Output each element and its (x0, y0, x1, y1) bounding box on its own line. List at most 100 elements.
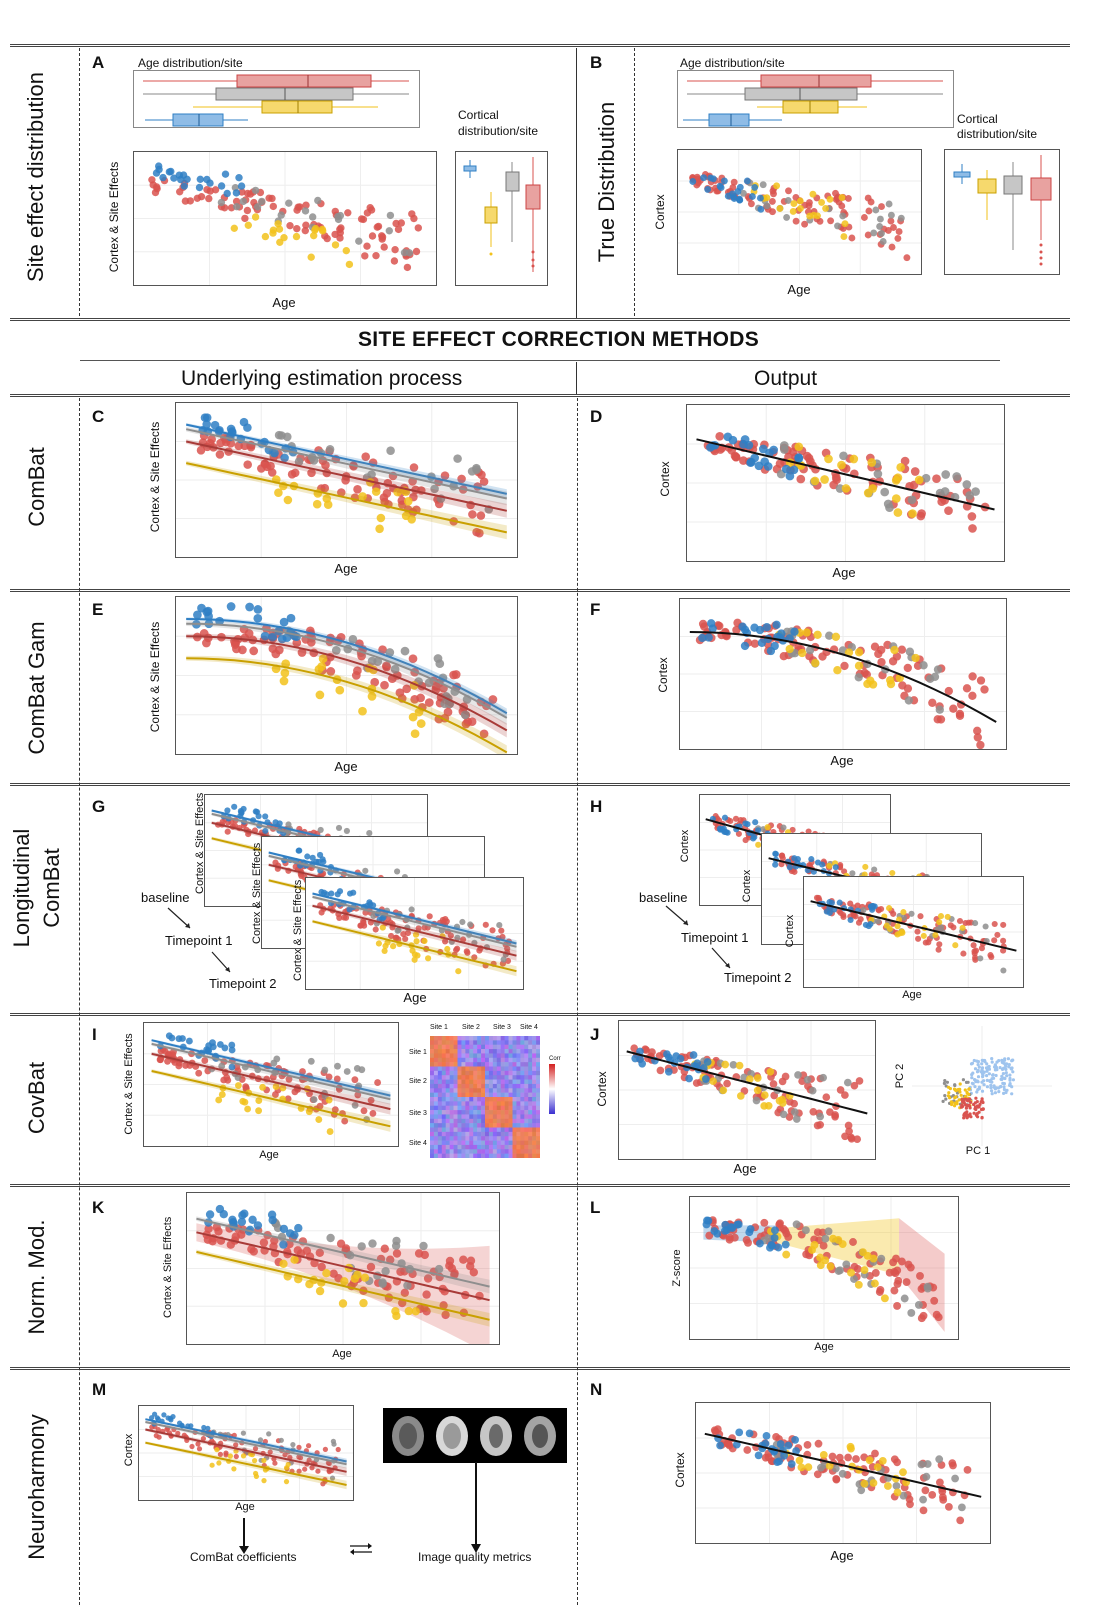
heatmap-legend (549, 1064, 555, 1114)
y-axis-label-m: Cortex (123, 1433, 135, 1467)
y-axis-label-a: Cortex & Site Effects (107, 161, 121, 273)
site2-col-label: Site 2 (462, 1024, 480, 1031)
row-label-longitudinal-combat: ComBat (39, 848, 64, 928)
y-axis-label-k: Cortex & Site Effects (162, 1216, 174, 1318)
pc2-label: PC 2 (894, 1063, 906, 1089)
column-divider (576, 362, 577, 394)
panel-letter-g: G (92, 797, 106, 816)
panel-letter-e: E (92, 600, 104, 619)
panel-letter-d: D (590, 407, 603, 426)
panel-letter-l: L (590, 1198, 601, 1217)
row-divider (10, 394, 1070, 397)
row-label-true-distribution: True Distribution (594, 101, 619, 263)
y-axis-label-h1: Cortex (679, 829, 691, 863)
scatter-plot-e (175, 596, 518, 760)
scatter-plot-n (695, 1402, 991, 1544)
section-underline (80, 360, 1000, 361)
y-axis-label-g1: Cortex & Site Effects (194, 792, 206, 894)
x-axis-label-k: Age (332, 1348, 352, 1360)
scatter-plot-a (133, 151, 437, 286)
panel-letter-c: C (92, 407, 105, 426)
scatter-plot-d (686, 404, 1005, 562)
x-axis-label-n: Age (830, 1548, 854, 1563)
x-axis-label-m: Age (235, 1501, 255, 1513)
panel-letter-j: J (590, 1025, 600, 1044)
x-axis-label-j: Age (733, 1161, 757, 1176)
y-axis-label-n: Cortex (673, 1452, 687, 1488)
panel-letter-m: M (92, 1380, 107, 1399)
timepoint1-label-h: Timepoint 1 (681, 930, 749, 945)
panel-letter-b: B (590, 53, 603, 72)
row-label-longitudinal: Longitudinal (9, 828, 34, 948)
left-column-title: Underlying estimation process (181, 367, 463, 390)
cortical-boxplot-a (455, 151, 548, 286)
x-axis-label-l: Age (814, 1341, 834, 1353)
row-label-combat: ComBat (24, 447, 49, 527)
pc1-label: PC 1 (965, 1145, 991, 1157)
scatter-plot-g-tp2 (305, 877, 524, 990)
site4-col-label: Site 4 (520, 1024, 538, 1031)
y-axis-label-l: Z-score (671, 1249, 683, 1287)
baseline-label-g: baseline (141, 890, 190, 905)
x-axis-label-c: Age (334, 561, 358, 576)
scatter-plot-b (677, 149, 922, 275)
panel-letter-f: F (590, 600, 601, 619)
y-axis-label-e: Cortex & Site Effects (148, 621, 162, 733)
y-axis-label-d: Cortex (658, 461, 672, 497)
baseline-label-h: baseline (639, 890, 688, 905)
site1-row-label: Site 1 (409, 1049, 427, 1056)
panel-letter-i: I (92, 1025, 97, 1044)
panel-letter-a: A (92, 53, 105, 72)
row-divider (10, 1367, 1070, 1370)
timepoint1-label-g: Timepoint 1 (165, 933, 233, 948)
x-axis-label-e: Age (334, 759, 358, 774)
timepoint2-label-g: Timepoint 2 (209, 976, 277, 991)
x-axis-label-g: Age (403, 990, 427, 1005)
x-axis-label-h: Age (902, 989, 922, 1001)
site4-row-label: Site 4 (409, 1140, 427, 1147)
panel-letter-k: K (92, 1198, 105, 1217)
timepoint-arrows-h (665, 905, 731, 969)
section-title: SITE EFFECT CORRECTION METHODS (358, 328, 760, 351)
column-divider (577, 398, 578, 1605)
panel-letter-n: N (590, 1380, 603, 1399)
site3-row-label: Site 3 (409, 1110, 427, 1117)
row-divider (10, 318, 1070, 321)
x-axis-label-i: Age (259, 1149, 279, 1161)
label-divider (79, 398, 80, 1605)
row-label-covbat: CovBat (24, 1061, 49, 1135)
x-axis-label-b: Age (787, 282, 811, 297)
cortical-dist-label-b: Cortical (957, 112, 998, 126)
label-divider (634, 48, 635, 316)
heatmap-legend-title: Corr (549, 1056, 561, 1062)
y-axis-label-j: Cortex (595, 1071, 609, 1107)
y-axis-label-b: Cortex (653, 194, 667, 230)
x-axis-label-d: Age (832, 565, 856, 580)
row-divider (10, 1184, 1070, 1187)
scatter-plot-f (679, 598, 1007, 750)
y-axis-label-g3: Cortex & Site Effects (292, 879, 304, 981)
timepoint-arrows-g (167, 907, 231, 973)
age-dist-label-a: Age distribution/site (138, 56, 243, 70)
x-axis-label-a: Age (272, 295, 296, 310)
cortical-boxplot-b (944, 149, 1060, 275)
scatter-plot-m (138, 1405, 354, 1501)
row-divider (10, 783, 1070, 786)
panel-letter-h: H (590, 797, 603, 816)
scatter-plot-j (618, 1020, 876, 1160)
combat-coefficients-label: ComBat coefficients (190, 1550, 297, 1564)
y-axis-label-g2: Cortex & Site Effects (251, 842, 263, 944)
row-label-site-effect: Site effect distribution (23, 72, 48, 282)
iqm-arrow (471, 1462, 481, 1553)
age-boxplot-b (677, 70, 954, 128)
cortical-dist-label-b2: distribution/site (957, 127, 1038, 141)
site3-col-label: Site 3 (493, 1024, 511, 1031)
y-axis-label-c: Cortex & Site Effects (148, 421, 162, 533)
scatter-plot-i (143, 1022, 399, 1147)
x-axis-label-f: Age (830, 753, 854, 768)
y-axis-label-i: Cortex & Site Effects (123, 1033, 135, 1135)
y-axis-label-h3: Cortex (784, 914, 796, 948)
site1-col-label: Site 1 (430, 1024, 448, 1031)
label-divider (79, 48, 80, 316)
cortical-dist-label-a2: distribution/site (458, 124, 539, 138)
